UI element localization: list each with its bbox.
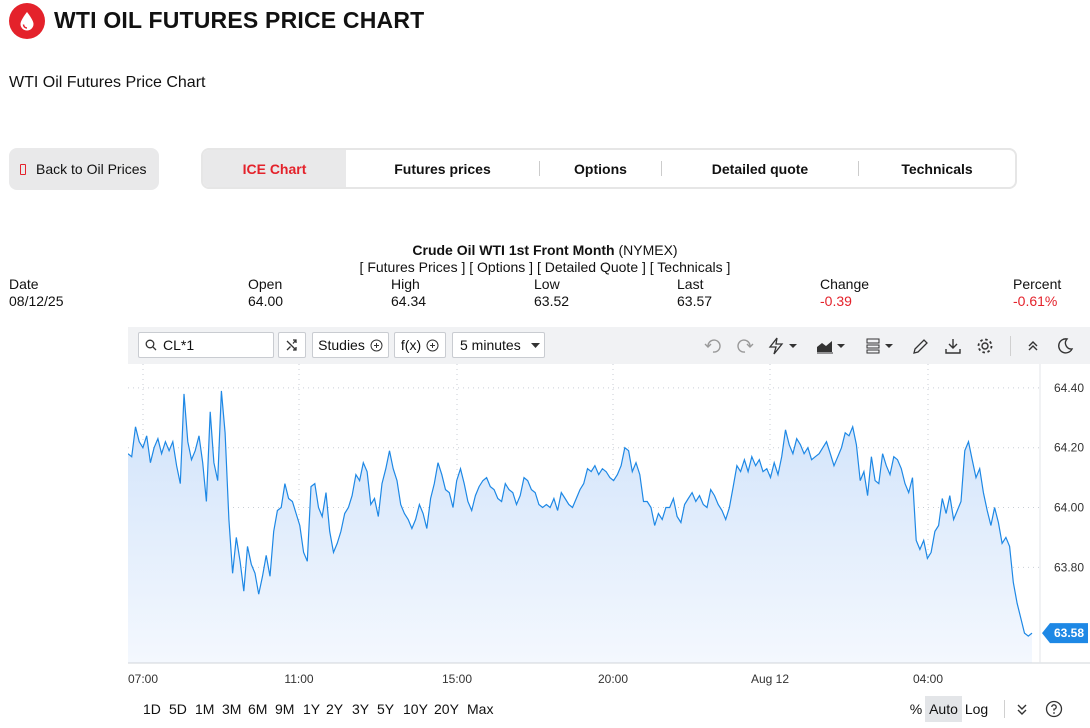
function-button[interactable]: f(x) [394,332,446,358]
interval-value: 5 minutes [460,337,521,353]
area-chart-icon[interactable] [815,336,849,356]
interval-select[interactable]: 5 minutes [452,332,545,358]
pencil-icon[interactable] [911,336,931,356]
layout-icon[interactable] [865,336,899,356]
x-tick-label: 20:00 [598,672,628,686]
tab-divider [858,161,859,176]
tab-ice-chart[interactable]: ICE Chart [203,150,346,187]
tab-bar: ICE Chart Futures prices Options Detaile… [201,148,1017,189]
range-1m[interactable]: 1M [195,701,215,717]
range-1y[interactable]: 1Y [303,701,321,717]
back-icon [20,163,26,175]
x-axis-ticks: 07:00 11:00 15:00 20:00 Aug 12 04:00 [128,672,943,686]
tab-detailed-quote[interactable]: Detailed quote [711,160,809,177]
oil-drop-icon [20,12,34,31]
quote-change: -0.39 [820,293,852,309]
x-tick-label: 04:00 [913,672,943,686]
settings-icon[interactable] [975,336,995,356]
plus-circle-icon [426,339,439,351]
quote-last: 63.57 [677,293,713,309]
brand-logo [9,3,45,39]
quote-open: 64.00 [248,293,284,309]
instrument-title: Crude Oil WTI 1st Front Month (NYMEX) [0,242,1090,258]
symbol-value: CL*1 [163,337,195,353]
price-line [128,390,1033,637]
range-6m[interactable]: 6M [248,701,268,717]
download-icon[interactable] [943,336,963,356]
quote-header-last: Last [677,276,704,292]
toolbar-divider [1010,336,1011,356]
price-chart[interactable]: 64.40 64.20 64.00 63.80 07:00 11:00 15:00 20:0… [128,364,1090,692]
range-5y[interactable]: 5Y [377,701,395,717]
quote-header-percent: Percent [1013,276,1062,292]
plus-circle-icon [370,339,383,351]
quote-header-high: High [391,276,420,292]
tab-divider [661,161,662,176]
studies-button[interactable]: Studies [312,332,389,358]
tab-technicals[interactable]: Technicals [901,160,973,177]
y-axis-ticks: 64.40 64.20 64.00 63.80 [1054,381,1084,574]
quote-header-date: Date [9,276,39,292]
quote-percent: -0.61% [1013,293,1058,309]
shuffle-icon [286,339,297,351]
quote-low: 63.52 [534,293,570,309]
range-20y[interactable]: 20Y [434,701,459,717]
range-2y[interactable]: 2Y [326,701,344,717]
last-price-tag: 63.58 [1042,623,1088,644]
y-tick-label: 64.40 [1054,381,1084,395]
x-tick-label: 07:00 [128,672,158,686]
function-label: f(x) [400,337,422,353]
x-tick-label: 15:00 [442,672,472,686]
search-icon [145,339,157,351]
chart-toolbar: CL*1 Studies f(x) 5 minutes [128,327,1090,364]
last-price-label: 63.58 [1054,626,1084,640]
quote-header-open: Open [248,276,283,292]
compare-button[interactable] [278,332,306,358]
x-tick-label: 11:00 [284,672,313,686]
chevron-down-icon [530,342,540,348]
range-3m[interactable]: 3M [222,701,242,717]
quote-header-low: Low [534,276,560,292]
instrument-links[interactable]: [ Futures Prices ] [ Options ] [ Detaile… [359,259,731,275]
range-9m[interactable]: 9M [275,701,295,717]
quote-date: 08/12/25 [9,293,64,309]
tab-futures-prices[interactable]: Futures prices [394,160,491,177]
quote-header-change: Change [820,276,870,292]
y-tick-label: 64.20 [1054,441,1084,455]
y-tick-label: 63.80 [1054,560,1084,574]
chevrons-down-icon[interactable] [1014,701,1030,717]
tab-divider [539,161,540,176]
back-button-label: Back to Oil Prices [36,161,147,177]
quote-high: 64.34 [391,293,427,309]
back-to-oil-prices-button[interactable]: Back to Oil Prices [9,148,159,190]
instrument-name: Crude Oil WTI 1st Front Month [412,242,615,258]
scale-auto[interactable]: Auto [925,696,962,722]
lightning-icon[interactable] [766,336,800,356]
page-subtitle: WTI Oil Futures Price Chart [9,74,206,91]
price-area [128,390,1032,663]
bottom-divider [1004,700,1005,718]
help-icon[interactable] [1045,700,1063,718]
symbol-search-input[interactable]: CL*1 [138,332,274,358]
scale-percent[interactable]: % [909,701,923,717]
redo-icon[interactable] [735,336,755,356]
x-tick-label: Aug 12 [751,672,789,686]
studies-label: Studies [318,337,365,353]
page-title: WTI OIL FUTURES PRICE CHART [54,7,425,33]
range-max[interactable]: Max [467,701,494,717]
scale-log[interactable]: Log [964,701,989,717]
y-tick-label: 64.00 [1054,501,1084,515]
undo-icon[interactable] [703,336,723,356]
instrument-exchange: (NYMEX) [618,242,678,258]
tab-options[interactable]: Options [574,160,627,177]
theme-icon[interactable] [1055,336,1075,356]
range-5d[interactable]: 5D [169,701,187,717]
chart-bottom-bar: 1D 5D 1M 3M 6M 9M 1Y 2Y 3Y 5Y 10Y 20Y Max % Auto Log [128,692,1090,728]
range-3y[interactable]: 3Y [352,701,370,717]
last-price-badge [1042,623,1088,644]
range-10y[interactable]: 10Y [403,701,428,717]
collapse-icon[interactable] [1023,336,1043,356]
range-1d[interactable]: 1D [143,701,161,717]
